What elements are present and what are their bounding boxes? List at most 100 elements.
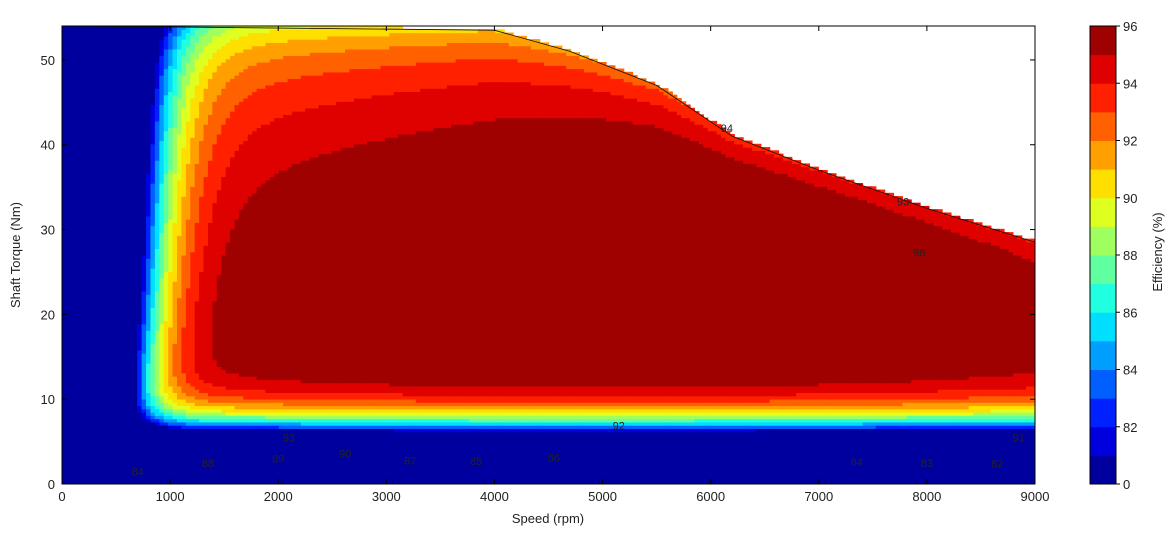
contour-cell	[473, 480, 479, 484]
contour-cell	[716, 448, 722, 452]
contour-cell	[835, 467, 841, 472]
contour-cell	[924, 441, 930, 446]
contour-cell	[818, 457, 824, 462]
contour-cell	[110, 444, 116, 449]
contour-cell	[106, 441, 112, 446]
contour-cell	[168, 454, 174, 459]
contour-cell	[707, 464, 713, 469]
contour-cell	[685, 467, 691, 472]
contour-cell	[345, 477, 351, 482]
contour-cell	[1017, 467, 1023, 472]
contour-cell	[959, 451, 965, 456]
contour-cell	[893, 461, 899, 465]
contour-cell	[384, 457, 390, 462]
contour-cell	[720, 480, 727, 484]
contour-cell	[942, 448, 948, 452]
contour-cell	[743, 464, 749, 469]
contour-cell	[340, 438, 346, 443]
contour-cell	[340, 470, 346, 475]
contour-cell	[70, 438, 76, 443]
contour-cell	[654, 480, 660, 484]
contour-cell	[893, 448, 899, 452]
contour-cell	[420, 480, 426, 484]
contour-cell	[942, 461, 948, 465]
contour-cell	[230, 461, 236, 465]
contour-cell	[871, 461, 877, 465]
contour-cell	[548, 477, 554, 482]
contour-cell	[256, 441, 262, 446]
contour-cell	[747, 464, 753, 469]
contour-cell	[862, 470, 868, 475]
contour-cell	[455, 448, 461, 452]
contour-cell	[796, 470, 802, 475]
contour-cell	[168, 451, 174, 456]
contour-cell	[393, 454, 399, 459]
contour-cell	[163, 444, 169, 449]
contour-cell	[778, 464, 784, 469]
contour-cell	[75, 438, 81, 443]
contour-cell	[243, 461, 249, 465]
contour-cell	[261, 457, 267, 462]
contour-cell	[464, 438, 470, 443]
contour-cell	[968, 448, 974, 452]
contour-cell	[221, 454, 227, 459]
contour-cell	[588, 441, 594, 446]
contour-cell	[667, 467, 673, 472]
contour-cell	[575, 448, 581, 452]
contour-cell	[278, 451, 284, 456]
contour-cell	[729, 467, 735, 472]
contour-cell	[362, 444, 368, 449]
contour-cell	[977, 474, 983, 479]
contour-cell	[552, 467, 558, 472]
contour-cell	[920, 477, 926, 482]
contour-cell	[322, 480, 328, 484]
contour-cell	[437, 438, 443, 443]
contour-cell	[774, 441, 780, 446]
contour-cell	[703, 451, 709, 456]
contour-cell	[787, 448, 793, 452]
contour-cell	[247, 457, 253, 462]
contour-cell	[331, 474, 337, 479]
contour-cell	[92, 480, 98, 484]
contour-cell	[203, 441, 209, 446]
contour-cell	[225, 464, 231, 469]
contour-cell	[893, 444, 899, 449]
contour-cell	[146, 448, 152, 452]
contour-cell	[283, 480, 289, 484]
contour-cell	[446, 467, 452, 472]
contour-cell	[495, 438, 501, 443]
contour-cell	[362, 477, 368, 482]
contour-cell	[398, 480, 404, 484]
contour-cell	[720, 474, 727, 479]
contour-cell	[813, 454, 819, 459]
contour-cell	[544, 441, 550, 446]
contour-cell	[424, 444, 430, 449]
contour-cell	[318, 477, 324, 482]
contour-cell	[889, 451, 895, 456]
contour-cell	[455, 461, 461, 465]
contour-cell	[729, 470, 735, 475]
contour-cell	[172, 441, 178, 446]
contour-cell	[924, 474, 930, 479]
contour-cell	[769, 477, 775, 482]
contour-cell	[999, 464, 1005, 469]
contour-cell	[150, 470, 156, 475]
contour-cell	[181, 448, 187, 452]
contour-cell	[884, 454, 890, 459]
contour-cell	[362, 441, 368, 446]
contour-cell	[358, 457, 364, 462]
contour-cell	[818, 451, 824, 456]
contour-cell	[106, 477, 112, 482]
contour-cell	[159, 480, 165, 484]
contour-cell	[296, 461, 302, 465]
contour-cell	[283, 467, 289, 472]
contour-cell	[681, 464, 687, 469]
contour-cell	[97, 438, 103, 443]
contour-cell	[791, 448, 797, 452]
contour-cell	[521, 454, 527, 459]
contour-cell	[959, 470, 965, 475]
contour-cell	[261, 464, 267, 469]
contour-cell	[552, 444, 558, 449]
contour-cell	[517, 474, 523, 479]
contour-cell	[716, 451, 722, 456]
